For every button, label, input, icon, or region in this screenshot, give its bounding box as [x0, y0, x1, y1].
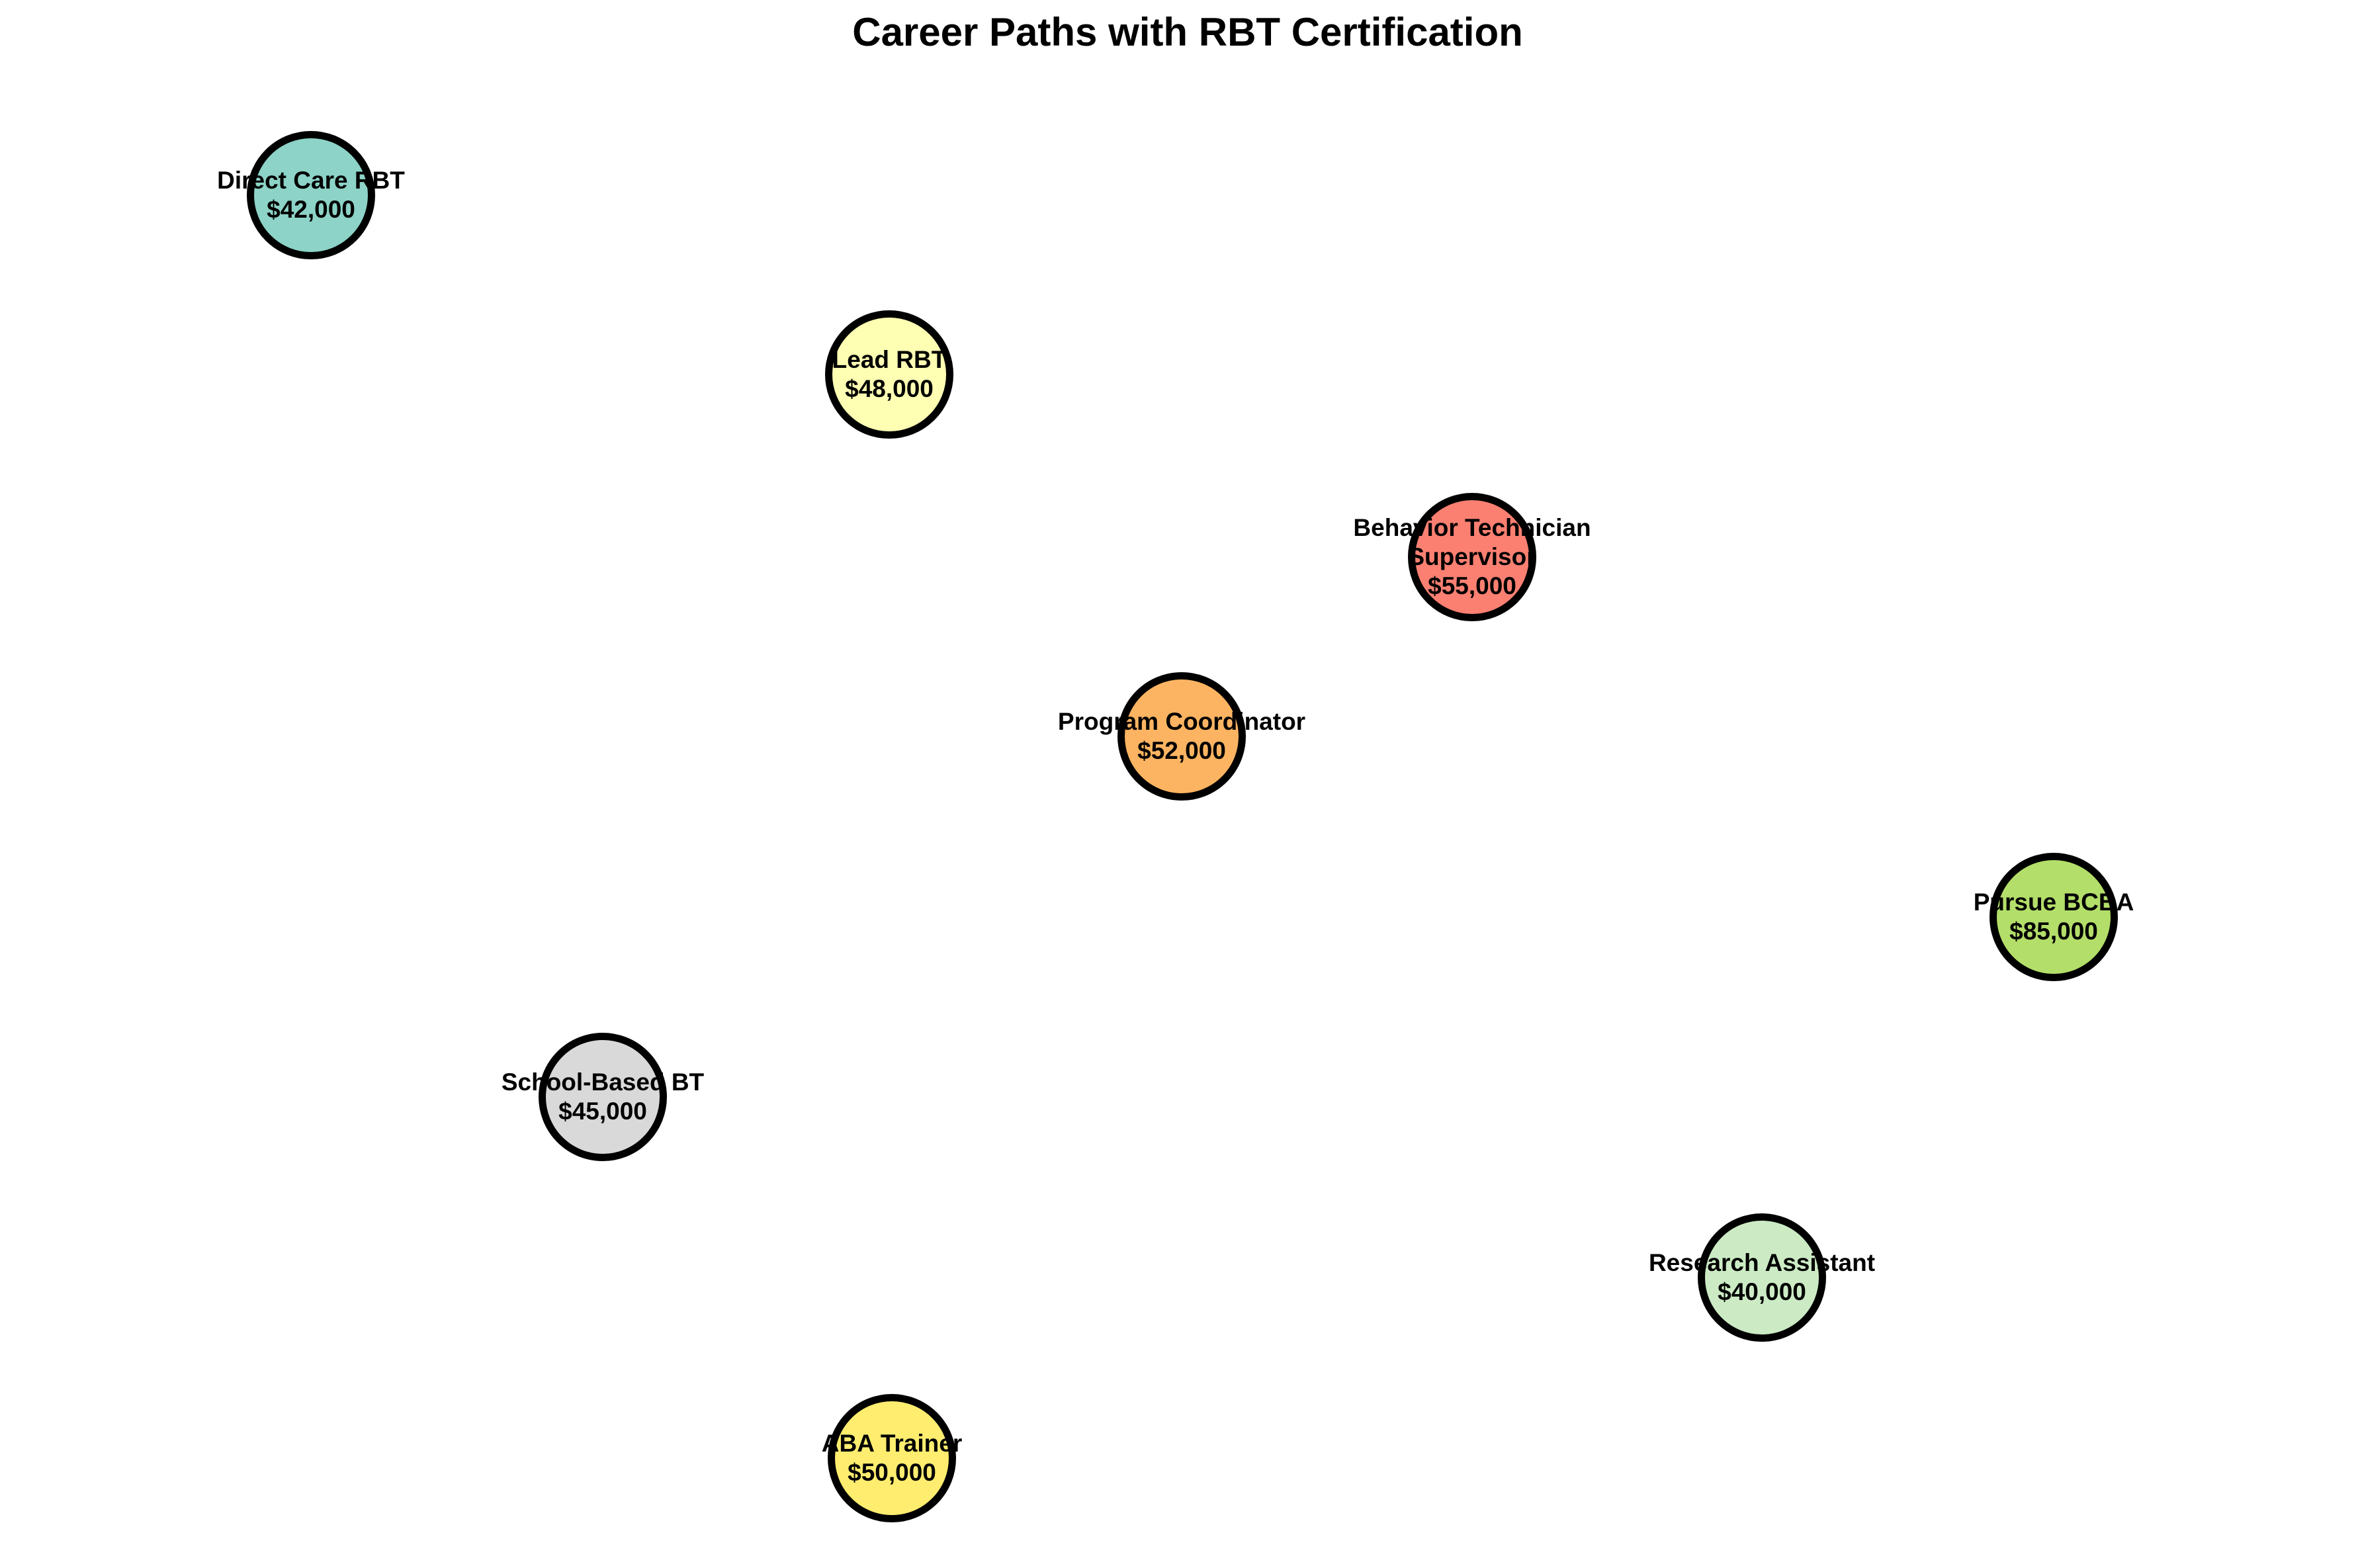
graph-node	[1698, 1213, 1826, 1342]
graph-node	[1408, 493, 1536, 621]
graph-node	[828, 1394, 956, 1522]
graph-node	[539, 1033, 667, 1161]
chart-title: Career Paths with RBT Certification	[852, 10, 1523, 54]
graph-node	[825, 310, 953, 439]
graph-node	[1990, 853, 2118, 981]
graph-node	[247, 131, 375, 259]
graph-node	[1117, 672, 1246, 801]
